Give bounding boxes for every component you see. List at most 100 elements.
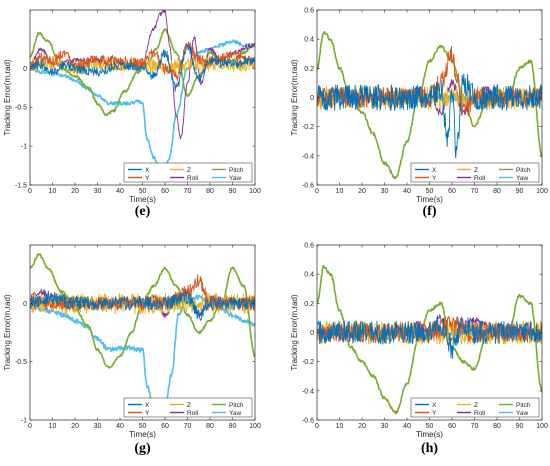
legend-label-pitch: Pitch	[516, 402, 531, 409]
x-tick-label: 80	[493, 188, 501, 195]
y-axis-label: Tracking Error(m,rad)	[3, 294, 12, 370]
y-tick-label: -1	[21, 418, 27, 425]
y-tick-label: -0.6	[302, 183, 314, 190]
x-tick-label: 100	[249, 188, 261, 195]
legend-label-z: Z	[474, 167, 478, 174]
legend-label-x: X	[432, 167, 437, 174]
x-tick-label: 30	[381, 188, 389, 195]
series-line-y	[30, 40, 255, 82]
x-tick-label: 30	[94, 423, 102, 430]
series-group	[317, 30, 542, 180]
y-tick-label: -0.5	[15, 359, 27, 366]
x-tick-label: 20	[71, 188, 79, 195]
x-tick-label: 30	[94, 188, 102, 195]
x-tick-label: 90	[516, 188, 524, 195]
x-tick-label: 20	[358, 423, 366, 430]
legend: X Z Pitch Y Roll Yaw	[410, 397, 540, 418]
x-axis-label: Time(s)	[129, 430, 156, 439]
x-tick-label: 40	[116, 423, 124, 430]
x-tick-label: 30	[381, 423, 389, 430]
y-tick-label: -1.5	[15, 183, 27, 190]
legend-label-pitch: Pitch	[229, 402, 244, 409]
panel-label: (h)	[421, 441, 438, 456]
x-tick-label: 90	[229, 423, 237, 430]
series-group	[30, 253, 255, 417]
x-tick-label: 10	[49, 423, 57, 430]
x-tick-label: 60	[161, 423, 169, 430]
chart-panel-g: 0 10 20 30 40 50 60 70 80 90 100 0 -0.5 -1 Time(s) Trac…	[3, 244, 261, 456]
legend-label-pitch: Pitch	[516, 167, 531, 174]
plot-area	[30, 245, 255, 420]
x-tick-label: 60	[161, 188, 169, 195]
legend-label-x: X	[145, 167, 150, 174]
x-tick-label: 90	[229, 188, 237, 195]
legend-label-x: X	[432, 402, 437, 409]
legend-label-yaw: Yaw	[516, 175, 528, 182]
series-group	[30, 10, 255, 172]
legend-label-z: Z	[474, 402, 478, 409]
x-tick-label: 10	[336, 188, 344, 195]
chart-panel-e: 0 10 20 30 40 50 60 70 80 90 100 0 -0.5 -1 -1.5 Time(s)…	[3, 9, 261, 219]
x-tick-label: 10	[49, 188, 57, 195]
x-tick-label: 0	[28, 423, 32, 430]
legend-label-yaw: Yaw	[229, 410, 241, 417]
y-tick-label: 0	[310, 95, 314, 102]
legend-label-roll: Roll	[187, 410, 199, 417]
x-tick-label: 60	[448, 188, 456, 195]
x-tick-label: 50	[426, 188, 434, 195]
legend-label-y: Y	[145, 175, 150, 182]
x-tick-label: 10	[336, 423, 344, 430]
y-tick-label: -0.4	[302, 153, 314, 160]
legend-label-pitch: Pitch	[229, 167, 244, 174]
panel-label: (g)	[134, 441, 151, 456]
chart-panel-f: 0 10 20 30 40 50 60 70 80 90 100 0.6 0.4 0.2 0 -0.2 -0.4…	[290, 8, 548, 220]
x-tick-label: 40	[116, 188, 124, 195]
series-line-x	[30, 290, 255, 321]
x-tick-label: 70	[471, 188, 479, 195]
y-tick-label: -1	[21, 144, 27, 151]
y-tick-label: 0.6	[304, 8, 314, 15]
x-tick-label: 0	[315, 188, 319, 195]
y-tick-label: 0	[23, 66, 27, 73]
x-tick-label: 80	[493, 423, 501, 430]
legend: X Z Pitch Y Roll Yaw	[123, 162, 253, 183]
x-tick-label: 20	[358, 188, 366, 195]
x-tick-label: 70	[184, 423, 192, 430]
legend: X Z Pitch Y Roll Yaw	[123, 397, 253, 418]
legend-label-roll: Roll	[474, 410, 486, 417]
y-tick-label: 0.4	[304, 37, 314, 44]
y-tick-label: -0.6	[302, 418, 314, 425]
legend-label-y: Y	[432, 410, 437, 417]
y-tick-label: -0.2	[302, 124, 314, 131]
y-axis-label: Tracking Error(m,rad)	[290, 59, 299, 135]
y-tick-label: -0.4	[302, 388, 314, 395]
legend: X Z Pitch Y Roll Yaw	[410, 162, 540, 183]
x-tick-label: 40	[403, 423, 411, 430]
x-tick-label: 70	[471, 423, 479, 430]
plot-area	[30, 10, 255, 185]
x-tick-label: 100	[536, 188, 548, 195]
series-line-x	[317, 73, 542, 159]
series-line-yaw	[30, 39, 255, 172]
legend-label-x: X	[145, 402, 150, 409]
series-group	[317, 264, 542, 415]
y-tick-label: 0.6	[304, 243, 314, 250]
legend-label-y: Y	[432, 175, 437, 182]
x-tick-label: 70	[184, 188, 192, 195]
x-tick-label: 50	[139, 188, 147, 195]
x-tick-label: 100	[536, 423, 548, 430]
legend-label-z: Z	[187, 402, 191, 409]
panel-label: (e)	[135, 204, 151, 219]
legend-label-roll: Roll	[474, 175, 486, 182]
legend-label-yaw: Yaw	[516, 410, 528, 417]
series-line-x	[317, 315, 542, 360]
legend-label-y: Y	[145, 410, 150, 417]
x-tick-label: 40	[403, 188, 411, 195]
panel-label: (f)	[423, 204, 437, 219]
legend-label-roll: Roll	[187, 175, 199, 182]
x-axis-label: Time(s)	[129, 195, 156, 204]
x-tick-label: 80	[206, 188, 214, 195]
x-tick-label: 50	[426, 423, 434, 430]
x-tick-label: 50	[139, 423, 147, 430]
y-tick-label: 0.4	[304, 272, 314, 279]
